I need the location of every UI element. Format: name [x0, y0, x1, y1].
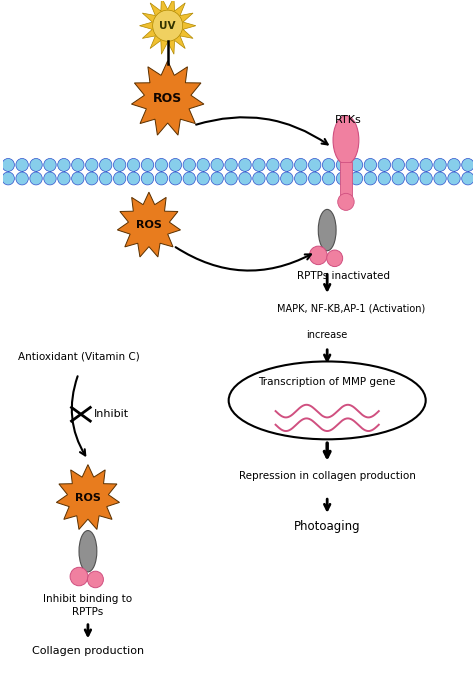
Circle shape	[267, 172, 279, 185]
Text: RTKs: RTKs	[335, 116, 362, 125]
Circle shape	[169, 159, 182, 172]
Circle shape	[420, 159, 432, 172]
Circle shape	[309, 159, 321, 172]
Circle shape	[281, 172, 293, 185]
Circle shape	[16, 159, 28, 172]
Circle shape	[183, 172, 195, 185]
Circle shape	[434, 159, 447, 172]
Text: Photoaging: Photoaging	[294, 520, 361, 533]
Text: MAPK, NF-KB,AP-1 (Activation): MAPK, NF-KB,AP-1 (Activation)	[276, 303, 425, 313]
Circle shape	[85, 159, 98, 172]
Text: ROS: ROS	[136, 220, 162, 231]
Circle shape	[462, 172, 474, 185]
Circle shape	[44, 159, 56, 172]
Circle shape	[253, 159, 265, 172]
Circle shape	[253, 172, 265, 185]
Ellipse shape	[79, 531, 97, 572]
Circle shape	[337, 172, 349, 185]
Circle shape	[2, 172, 14, 185]
Circle shape	[378, 159, 391, 172]
Circle shape	[350, 159, 363, 172]
Circle shape	[72, 159, 84, 172]
Text: UV: UV	[159, 21, 176, 31]
Polygon shape	[131, 61, 204, 135]
Text: Repression in collagen production: Repression in collagen production	[239, 471, 416, 481]
Polygon shape	[118, 192, 181, 257]
Circle shape	[448, 159, 460, 172]
Circle shape	[327, 250, 343, 267]
Circle shape	[364, 172, 377, 185]
Circle shape	[225, 172, 237, 185]
Ellipse shape	[338, 194, 354, 211]
Circle shape	[225, 159, 237, 172]
Circle shape	[322, 159, 335, 172]
Circle shape	[197, 159, 210, 172]
Circle shape	[155, 172, 168, 185]
Circle shape	[155, 159, 168, 172]
Text: RPTPs inactivated: RPTPs inactivated	[297, 272, 390, 281]
Circle shape	[350, 172, 363, 185]
Circle shape	[153, 10, 182, 41]
Text: Inhibit binding to
RPTPs: Inhibit binding to RPTPs	[43, 594, 133, 617]
Circle shape	[100, 172, 112, 185]
Circle shape	[406, 159, 419, 172]
Circle shape	[211, 172, 223, 185]
Circle shape	[211, 159, 223, 172]
Circle shape	[72, 172, 84, 185]
Text: ROS: ROS	[75, 492, 101, 503]
Circle shape	[141, 172, 154, 185]
Bar	[340, 162, 352, 196]
Circle shape	[30, 172, 42, 185]
Circle shape	[70, 567, 88, 586]
Circle shape	[392, 172, 404, 185]
Polygon shape	[139, 0, 196, 54]
Circle shape	[88, 571, 103, 588]
Circle shape	[100, 159, 112, 172]
Circle shape	[392, 159, 404, 172]
Circle shape	[141, 159, 154, 172]
Ellipse shape	[318, 209, 336, 251]
Circle shape	[44, 172, 56, 185]
Circle shape	[113, 159, 126, 172]
Circle shape	[239, 172, 251, 185]
Circle shape	[239, 159, 251, 172]
Circle shape	[169, 172, 182, 185]
Circle shape	[30, 159, 42, 172]
Text: increase: increase	[307, 330, 348, 340]
Text: Antioxidant (Vitamin C): Antioxidant (Vitamin C)	[18, 352, 139, 362]
Circle shape	[337, 159, 349, 172]
Circle shape	[378, 172, 391, 185]
Text: Transcription of MMP gene: Transcription of MMP gene	[258, 377, 396, 387]
Ellipse shape	[228, 361, 426, 439]
Circle shape	[128, 159, 140, 172]
Circle shape	[310, 246, 327, 265]
Circle shape	[294, 159, 307, 172]
Ellipse shape	[333, 116, 359, 164]
Circle shape	[364, 159, 377, 172]
Circle shape	[462, 159, 474, 172]
Circle shape	[183, 159, 195, 172]
Circle shape	[2, 159, 14, 172]
Circle shape	[406, 172, 419, 185]
Circle shape	[113, 172, 126, 185]
Circle shape	[58, 159, 70, 172]
Circle shape	[197, 172, 210, 185]
Circle shape	[128, 172, 140, 185]
Circle shape	[322, 172, 335, 185]
Circle shape	[16, 172, 28, 185]
Circle shape	[448, 172, 460, 185]
Text: Collagen production: Collagen production	[32, 646, 144, 656]
Circle shape	[294, 172, 307, 185]
Circle shape	[420, 172, 432, 185]
Circle shape	[434, 172, 447, 185]
Circle shape	[58, 172, 70, 185]
Circle shape	[281, 159, 293, 172]
Polygon shape	[56, 464, 119, 529]
Circle shape	[85, 172, 98, 185]
Text: Inhibit: Inhibit	[94, 409, 129, 419]
Text: ROS: ROS	[153, 92, 182, 105]
Circle shape	[309, 172, 321, 185]
Circle shape	[267, 159, 279, 172]
